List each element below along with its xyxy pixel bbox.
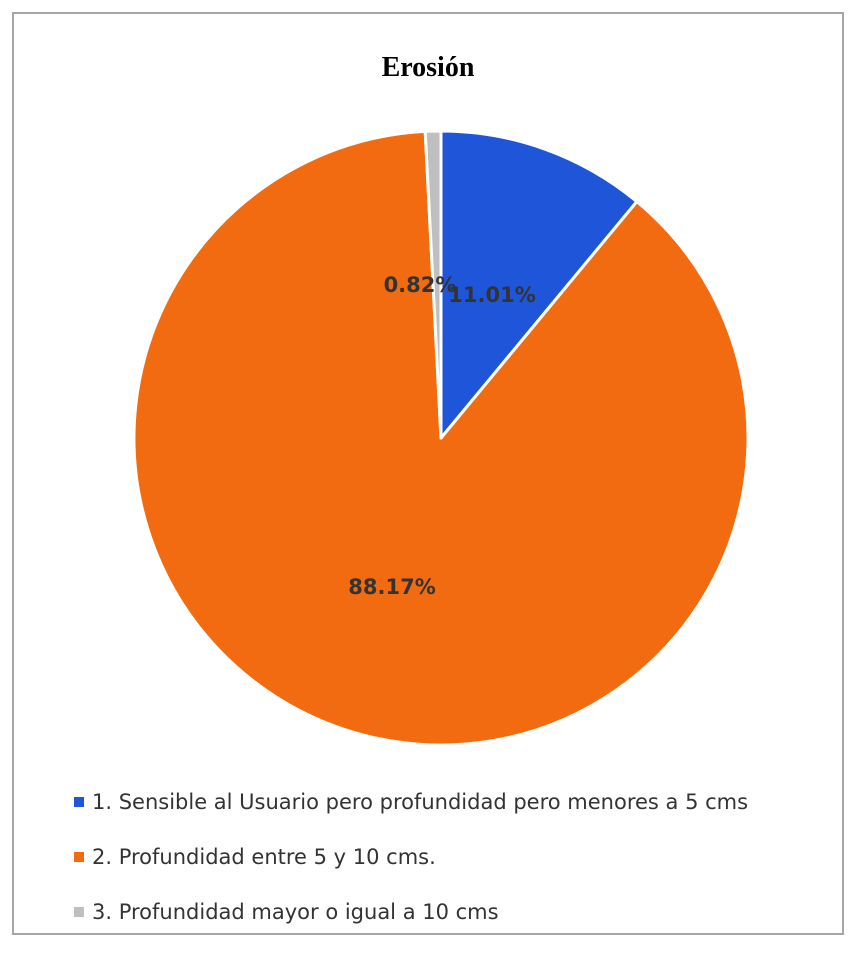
legend-swatch-3 (74, 907, 84, 917)
legend-swatch-2 (74, 852, 84, 862)
legend-item-1: 1. Sensible al Usuario pero profundidad … (74, 788, 748, 816)
legend-item-2: 2. Profundidad entre 5 y 10 cms. (74, 843, 748, 871)
data-label-2: 88.17% (348, 575, 435, 599)
legend-item-3: 3. Profundidad mayor o igual a 10 cms (74, 898, 748, 926)
legend-label-1: 1. Sensible al Usuario pero profundidad … (92, 790, 749, 814)
legend: 1. Sensible al Usuario pero profundidad … (74, 788, 748, 953)
pie-slice-3 (423, 129, 443, 440)
data-label-3: 0.82% (384, 273, 457, 297)
legend-label-2: 2. Profundidad entre 5 y 10 cms. (92, 845, 436, 869)
legend-swatch-1 (74, 797, 84, 807)
data-label-1: 11.01% (448, 283, 535, 307)
pie-slice-1 (439, 129, 639, 440)
legend-label-3: 3. Profundidad mayor o igual a 10 cms (92, 900, 499, 924)
chart-title: Erosión (381, 52, 475, 83)
